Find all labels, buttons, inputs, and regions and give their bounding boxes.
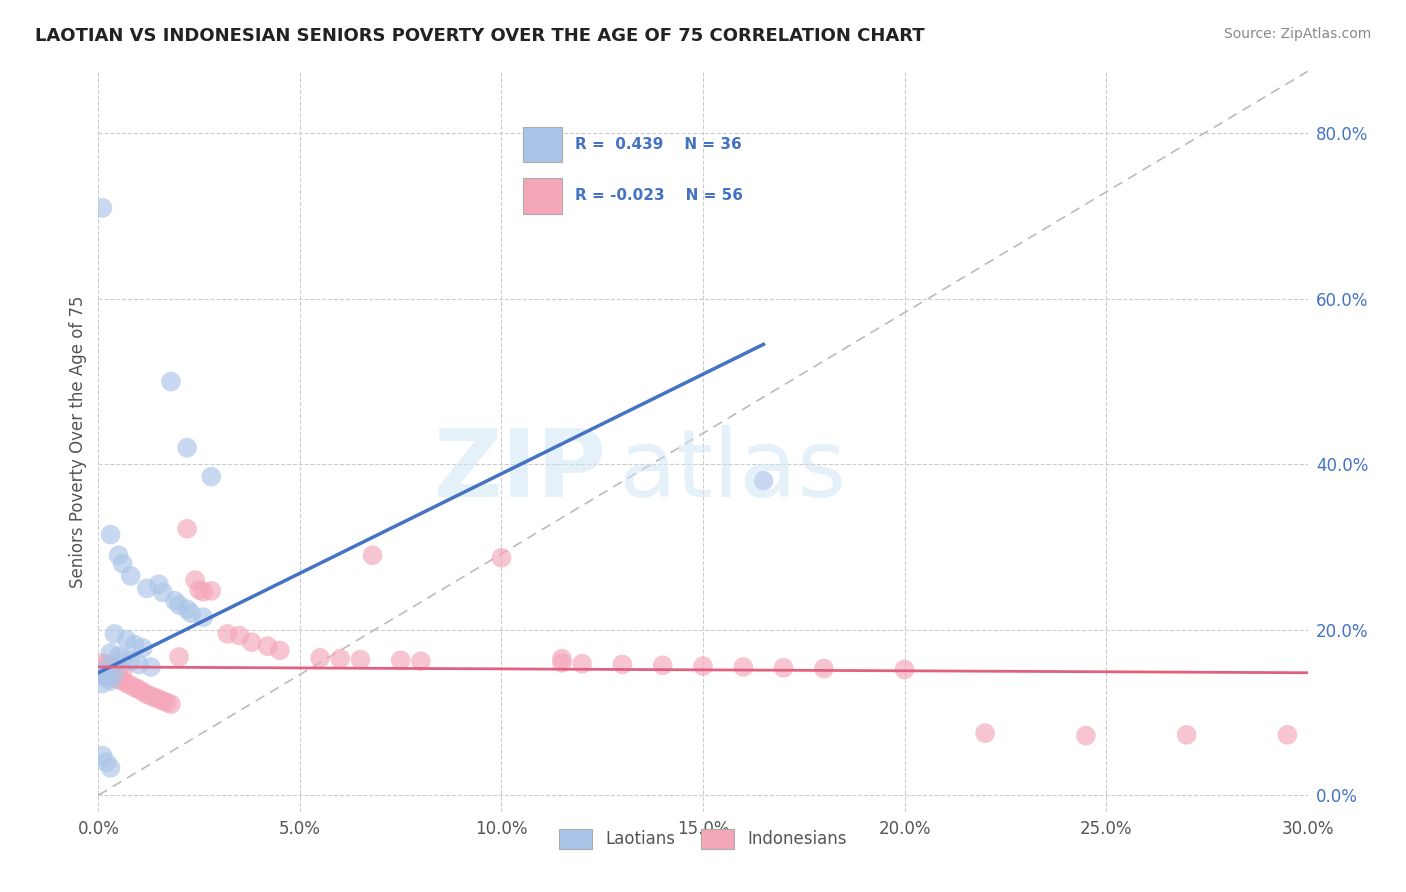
Point bbox=[193, 610, 215, 624]
Point bbox=[228, 628, 250, 642]
Point bbox=[107, 549, 129, 563]
Point bbox=[111, 664, 134, 678]
Point bbox=[193, 584, 215, 599]
Point bbox=[813, 662, 835, 676]
Point bbox=[100, 669, 122, 683]
Point bbox=[115, 676, 138, 690]
Text: ZIP: ZIP bbox=[433, 425, 606, 517]
Point bbox=[120, 654, 142, 668]
Point bbox=[111, 651, 134, 665]
Point bbox=[160, 375, 183, 389]
Point bbox=[128, 657, 150, 672]
Point bbox=[96, 671, 118, 685]
Point bbox=[188, 582, 211, 597]
Point bbox=[91, 201, 114, 215]
Point bbox=[135, 582, 157, 596]
Point bbox=[200, 583, 222, 598]
Point bbox=[752, 474, 775, 488]
Point bbox=[163, 594, 186, 608]
Point bbox=[733, 660, 755, 674]
Point bbox=[152, 694, 174, 708]
Point bbox=[361, 549, 384, 563]
Y-axis label: Seniors Poverty Over the Age of 75: Seniors Poverty Over the Age of 75 bbox=[69, 295, 87, 588]
Point bbox=[100, 659, 122, 673]
Point bbox=[107, 673, 129, 687]
Point bbox=[893, 662, 915, 676]
Point bbox=[491, 550, 513, 565]
Point bbox=[269, 643, 291, 657]
Point bbox=[100, 527, 122, 541]
Point bbox=[551, 651, 574, 665]
Point bbox=[176, 602, 198, 616]
Point bbox=[132, 685, 155, 699]
Point bbox=[329, 651, 352, 665]
Point bbox=[115, 632, 138, 647]
Point bbox=[111, 673, 134, 688]
Point bbox=[184, 573, 207, 587]
Point bbox=[1277, 728, 1299, 742]
Point bbox=[96, 755, 118, 769]
Point bbox=[409, 654, 432, 668]
Point bbox=[96, 667, 118, 681]
Point bbox=[651, 658, 673, 673]
Point bbox=[148, 577, 170, 591]
Point bbox=[135, 687, 157, 701]
Point bbox=[139, 689, 162, 703]
Point bbox=[1175, 728, 1198, 742]
Point bbox=[148, 692, 170, 706]
Point bbox=[692, 659, 714, 673]
Point bbox=[240, 635, 263, 649]
Point bbox=[120, 569, 142, 583]
Point bbox=[156, 696, 179, 710]
Point bbox=[612, 657, 634, 672]
Text: Source: ZipAtlas.com: Source: ZipAtlas.com bbox=[1223, 27, 1371, 41]
Point bbox=[103, 665, 125, 680]
Point bbox=[349, 652, 371, 666]
Point bbox=[132, 640, 155, 655]
Point bbox=[143, 690, 166, 705]
Point bbox=[176, 522, 198, 536]
Point bbox=[389, 653, 412, 667]
Point bbox=[571, 657, 593, 671]
Point bbox=[103, 671, 125, 685]
Point bbox=[107, 649, 129, 664]
Point bbox=[120, 678, 142, 692]
Point bbox=[1074, 729, 1097, 743]
Point bbox=[100, 673, 122, 688]
Point bbox=[91, 668, 114, 682]
Point bbox=[256, 640, 278, 654]
Point bbox=[152, 585, 174, 599]
Point bbox=[96, 657, 118, 672]
Point bbox=[309, 651, 332, 665]
Point bbox=[200, 469, 222, 483]
Point bbox=[139, 660, 162, 674]
Point bbox=[176, 441, 198, 455]
Point bbox=[91, 665, 114, 680]
Point bbox=[124, 638, 146, 652]
Point bbox=[111, 557, 134, 571]
Point bbox=[160, 697, 183, 711]
Point bbox=[180, 606, 202, 620]
Point bbox=[974, 726, 997, 740]
Point bbox=[103, 627, 125, 641]
Point bbox=[107, 662, 129, 676]
Point bbox=[124, 681, 146, 695]
Point bbox=[96, 662, 118, 676]
Point bbox=[103, 661, 125, 675]
Point bbox=[100, 761, 122, 775]
Point bbox=[167, 598, 190, 612]
Point bbox=[128, 682, 150, 697]
Text: LAOTIAN VS INDONESIAN SENIORS POVERTY OVER THE AGE OF 75 CORRELATION CHART: LAOTIAN VS INDONESIAN SENIORS POVERTY OV… bbox=[35, 27, 925, 45]
Point bbox=[217, 627, 239, 641]
Point bbox=[772, 661, 794, 675]
Text: atlas: atlas bbox=[619, 425, 846, 517]
Legend: Laotians, Indonesians: Laotians, Indonesians bbox=[553, 822, 853, 855]
Point bbox=[551, 656, 574, 670]
Point bbox=[167, 650, 190, 665]
Point bbox=[91, 748, 114, 763]
Point bbox=[100, 646, 122, 660]
Point bbox=[91, 676, 114, 690]
Point bbox=[91, 656, 114, 670]
